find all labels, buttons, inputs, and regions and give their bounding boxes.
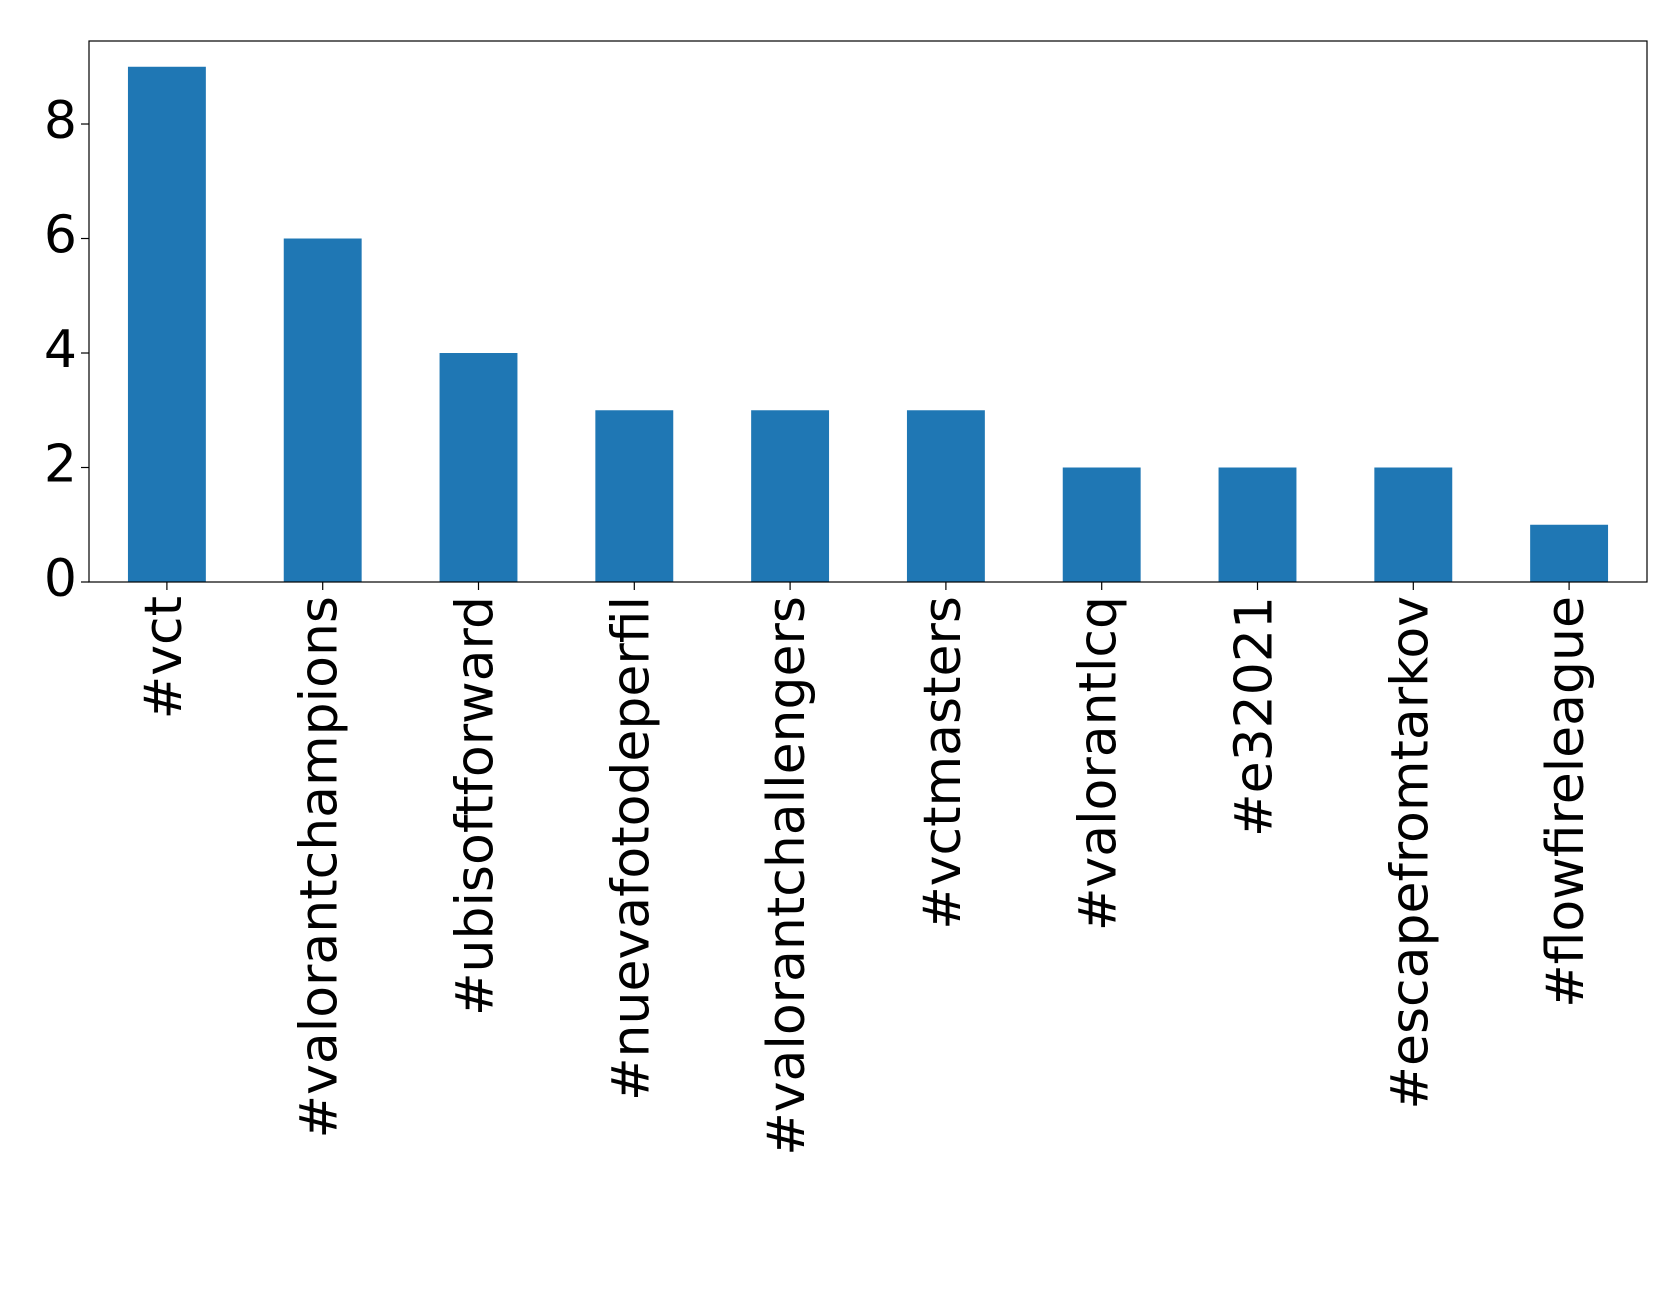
x-tick-label: #vctmasters: [913, 596, 973, 930]
y-tick-label: 0: [44, 549, 77, 609]
x-tick-label: #valorantchallengers: [757, 596, 817, 1156]
bar: [283, 238, 362, 582]
x-tick-label: #vct: [134, 596, 194, 719]
x-tick-label: #valorantlcq: [1069, 596, 1129, 931]
bar: [1530, 524, 1609, 582]
bar: [751, 410, 830, 582]
y-tick-label: 4: [44, 320, 77, 380]
y-tick-label: 2: [44, 435, 77, 495]
plot-frame: [88, 40, 1648, 583]
x-tick-label: #nuevafotodeperfil: [601, 596, 661, 1101]
bar: [595, 410, 674, 582]
bar: [1218, 467, 1297, 582]
bar: [1062, 467, 1141, 582]
y-tick-label: 8: [44, 91, 77, 151]
bar: [1374, 467, 1453, 582]
x-tick-label: #escapefromtarkov: [1380, 596, 1440, 1110]
x-tick-label: #ubisoftforward: [446, 596, 506, 1016]
bar: [906, 410, 985, 582]
bar: [439, 353, 518, 582]
x-tick-label: #valorantchampions: [290, 596, 350, 1138]
bar: [127, 66, 206, 582]
x-tick-label: #e32021: [1225, 596, 1285, 837]
y-tick-label: 6: [44, 206, 77, 266]
x-tick-label: #flowfireleague: [1536, 596, 1596, 1008]
